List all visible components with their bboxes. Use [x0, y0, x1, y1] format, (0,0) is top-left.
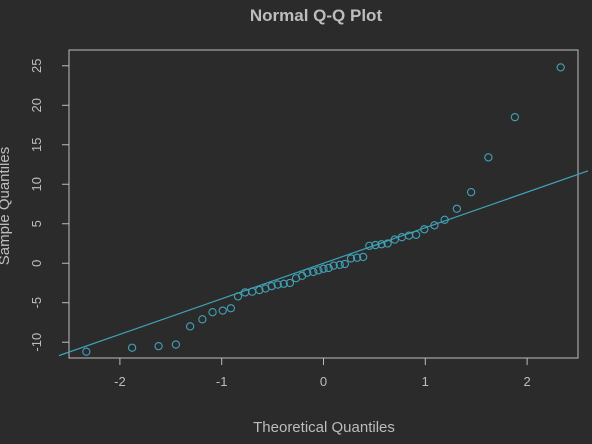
- y-tick-label: 5: [29, 220, 44, 227]
- data-point: [279, 279, 288, 288]
- data-point: [377, 240, 386, 249]
- x-tick-label: -1: [216, 374, 228, 389]
- data-point: [233, 292, 243, 301]
- data-point: [303, 268, 312, 277]
- data-point: [285, 278, 295, 288]
- y-tick-label: 0: [29, 260, 44, 267]
- data-point: [319, 264, 328, 273]
- y-tick-label: -10: [29, 333, 44, 352]
- y-axis-label: Sample Quantiles: [0, 147, 13, 265]
- data-point: [309, 267, 318, 277]
- data-point: [314, 266, 323, 275]
- data-point: [267, 281, 276, 291]
- data-point: [185, 322, 195, 331]
- y-tick-label: 15: [29, 138, 44, 152]
- data-point: [452, 204, 462, 213]
- data-point: [390, 235, 399, 244]
- data-point: [556, 63, 565, 72]
- data-point: [324, 263, 333, 273]
- data-point: [365, 241, 374, 251]
- data-point: [127, 343, 137, 352]
- y-tick-label: 20: [29, 98, 44, 112]
- data-point: [335, 260, 344, 269]
- x-tick-label: -2: [114, 374, 126, 389]
- qq-reference-line: [59, 170, 588, 357]
- chart-title: Normal Q-Q Plot: [250, 6, 383, 25]
- x-axis-label: Theoretical Quantiles: [253, 419, 395, 436]
- y-tick-label: 10: [29, 177, 44, 191]
- data-point: [171, 340, 181, 349]
- data-point: [411, 230, 421, 239]
- data-point: [440, 215, 449, 224]
- data-point: [82, 347, 91, 356]
- data-point: [218, 306, 227, 315]
- x-tick-label: 2: [523, 374, 530, 389]
- data-point: [226, 304, 236, 313]
- data-point: [371, 240, 380, 250]
- data-point: [340, 259, 350, 269]
- x-tick-label: 0: [320, 374, 327, 389]
- data-point: [154, 342, 163, 351]
- data-point: [198, 315, 207, 324]
- data-point: [352, 253, 362, 262]
- data-point: [359, 252, 368, 262]
- data-point: [346, 254, 356, 263]
- data-point: [420, 225, 429, 234]
- y-tick-label: -5: [29, 297, 44, 309]
- data-point: [383, 239, 392, 248]
- data-point: [255, 285, 264, 295]
- y-tick-label: 25: [29, 59, 44, 73]
- x-tick-label: 1: [422, 374, 429, 389]
- data-point: [466, 188, 476, 197]
- data-point: [208, 308, 217, 317]
- data-point: [329, 261, 338, 270]
- data-point: [510, 112, 520, 122]
- data-point: [484, 153, 493, 162]
- data-point: [430, 221, 439, 230]
- data-point: [273, 280, 282, 289]
